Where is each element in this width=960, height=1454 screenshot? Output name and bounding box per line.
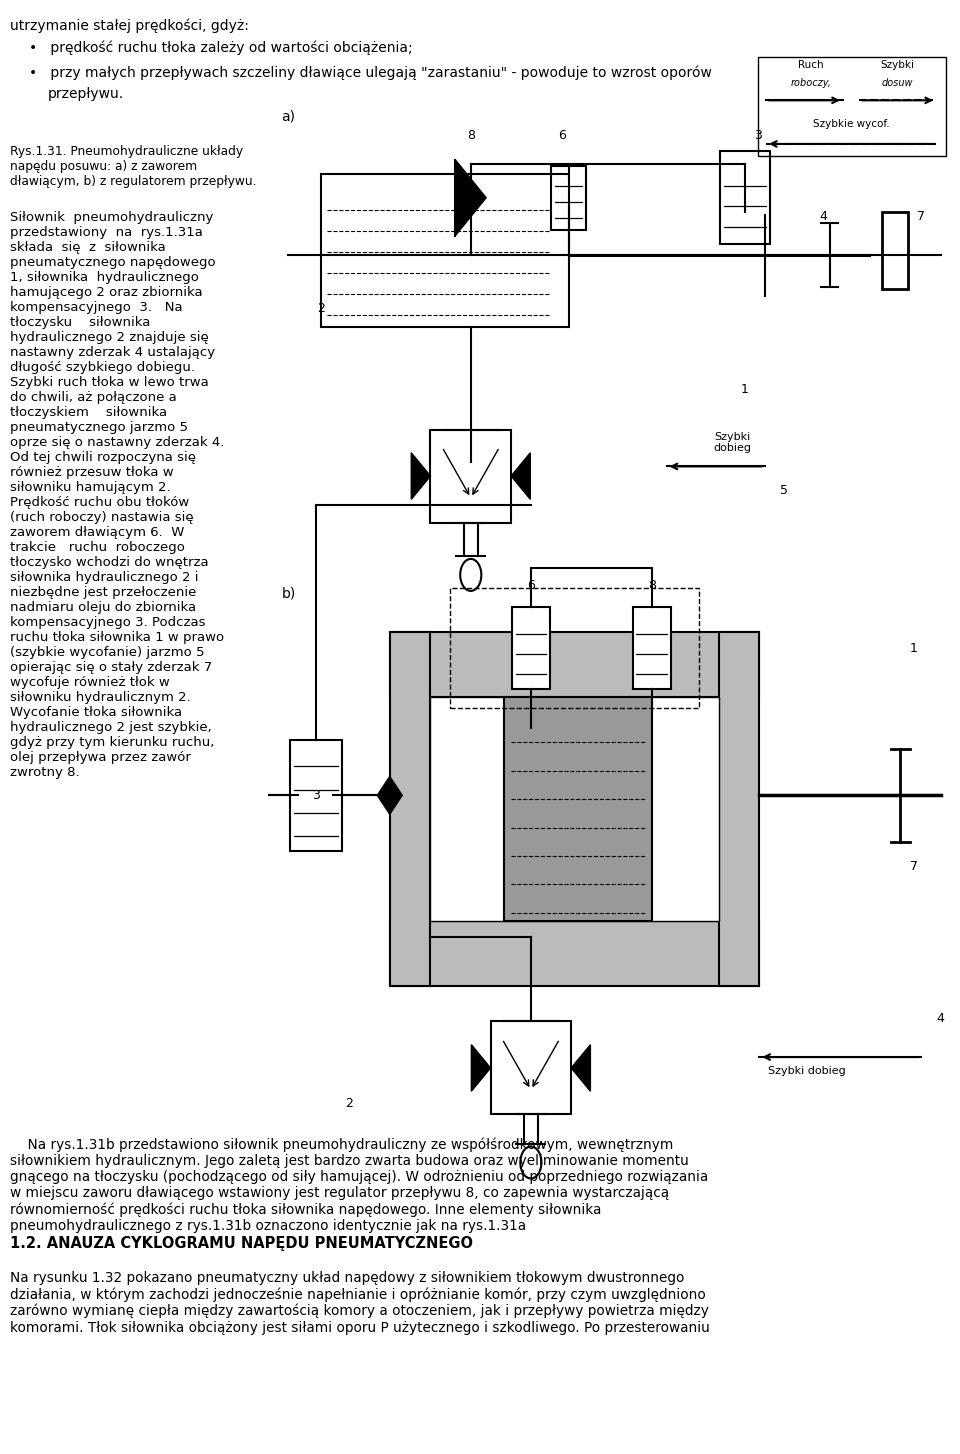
Text: •   prędkość ruchu tłoka zależy od wartości obciążenia;: • prędkość ruchu tłoka zależy od wartośc… bbox=[29, 41, 413, 55]
Text: 6: 6 bbox=[558, 129, 566, 142]
Text: przepływu.: przepływu. bbox=[48, 87, 124, 102]
Text: 4: 4 bbox=[937, 1012, 945, 1025]
Text: dosuw: dosuw bbox=[882, 79, 913, 87]
Text: a): a) bbox=[281, 109, 296, 124]
Bar bbox=[430, 429, 511, 522]
Text: 7: 7 bbox=[917, 211, 925, 224]
Polygon shape bbox=[377, 776, 402, 814]
Bar bbox=[719, 631, 759, 986]
Bar bbox=[882, 212, 908, 289]
Text: 1: 1 bbox=[910, 641, 918, 654]
Text: 1.2. ANAUZA CYKLOGRAMU NAPĘDU PNEUMATYCZNEGO: 1.2. ANAUZA CYKLOGRAMU NAPĘDU PNEUMATYCZ… bbox=[10, 1236, 472, 1250]
Polygon shape bbox=[411, 452, 430, 499]
Bar bbox=[390, 631, 430, 986]
Bar bbox=[551, 166, 586, 230]
Text: Szybki
dobiеg: Szybki dobiеg bbox=[713, 432, 751, 454]
Bar bbox=[504, 698, 652, 920]
Polygon shape bbox=[571, 1044, 590, 1090]
Text: 5: 5 bbox=[780, 484, 788, 497]
Bar bbox=[512, 608, 550, 689]
Bar bbox=[758, 57, 946, 156]
Bar bbox=[390, 631, 759, 698]
Text: 4: 4 bbox=[819, 211, 828, 224]
Bar bbox=[633, 608, 671, 689]
Text: Szybki dobieg: Szybki dobieg bbox=[768, 1066, 845, 1076]
Bar bbox=[491, 1021, 571, 1114]
Polygon shape bbox=[455, 160, 486, 236]
Bar bbox=[390, 920, 759, 986]
Text: 1: 1 bbox=[741, 384, 749, 395]
Text: 2: 2 bbox=[346, 1096, 353, 1109]
Bar bbox=[720, 151, 770, 244]
Text: 3: 3 bbox=[754, 129, 762, 142]
Text: 2: 2 bbox=[317, 301, 324, 314]
Text: 6: 6 bbox=[527, 579, 535, 592]
Text: •   przy małych przepływach szczeliny dławiące ulegają "zarastaniu" - powoduje t: • przy małych przepływach szczeliny dław… bbox=[29, 65, 711, 80]
Bar bbox=[450, 587, 699, 708]
Text: Na rysunku 1.32 pokazano pneumatyczny układ napędowy z siłownikiem tłokowym dwus: Na rysunku 1.32 pokazano pneumatyczny uk… bbox=[10, 1271, 709, 1335]
Text: Szybki: Szybki bbox=[880, 61, 915, 70]
Bar bbox=[430, 698, 719, 920]
Text: 3: 3 bbox=[312, 790, 320, 801]
Polygon shape bbox=[511, 452, 530, 499]
Text: Na rys.1.31b przedstawiono siłownik pneumohydrauliczny ze współśrodkowym, wewnęt: Na rys.1.31b przedstawiono siłownik pneu… bbox=[10, 1137, 708, 1233]
Text: Siłownik  pneumohydrauliczny
przedstawiony  na  rys.1.31a
składa  się  z  siłown: Siłownik pneumohydrauliczny przedstawion… bbox=[10, 211, 224, 779]
Text: b): b) bbox=[282, 586, 297, 601]
Bar bbox=[321, 173, 568, 327]
Text: 8: 8 bbox=[648, 579, 656, 592]
Polygon shape bbox=[471, 1044, 491, 1090]
Text: Ruch: Ruch bbox=[799, 61, 824, 70]
Text: roboczy,: roboczy, bbox=[791, 79, 831, 87]
Text: utrzymanie stałej prędkości, gdyż:: utrzymanie stałej prędkości, gdyż: bbox=[10, 19, 249, 33]
Text: 7: 7 bbox=[910, 859, 918, 872]
Text: Szybkie wycof.: Szybkie wycof. bbox=[813, 119, 890, 128]
Text: 8: 8 bbox=[467, 129, 475, 142]
Text: Rys.1.31. Pneumohydrauliczne układy
napędu posuwu: a) z zaworem
dławiącym, b) z : Rys.1.31. Pneumohydrauliczne układy napę… bbox=[10, 145, 256, 189]
Bar bbox=[290, 740, 342, 851]
